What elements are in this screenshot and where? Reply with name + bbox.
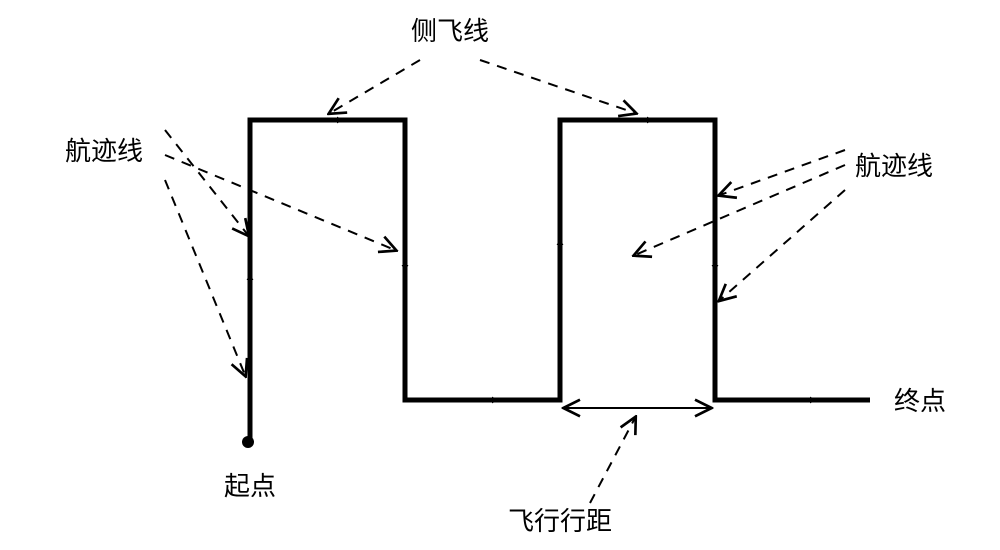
label-bottom: 飞行行距	[508, 506, 612, 536]
label-right: 航迹线	[855, 151, 933, 181]
label-top: 侧飞线	[411, 16, 489, 46]
labels: 侧飞线 航迹线 航迹线 起点 终点 飞行行距	[65, 16, 946, 536]
callout-lines	[165, 60, 845, 503]
label-left: 航迹线	[65, 136, 143, 166]
label-end: 终点	[894, 386, 946, 416]
flight-path	[242, 120, 870, 448]
label-start: 起点	[224, 471, 276, 501]
flight-path-arrows	[250, 120, 814, 400]
diagram-svg: 侧飞线 航迹线 航迹线 起点 终点 飞行行距	[0, 0, 1000, 550]
diagram-canvas: 侧飞线 航迹线 航迹线 起点 终点 飞行行距	[0, 0, 1000, 550]
